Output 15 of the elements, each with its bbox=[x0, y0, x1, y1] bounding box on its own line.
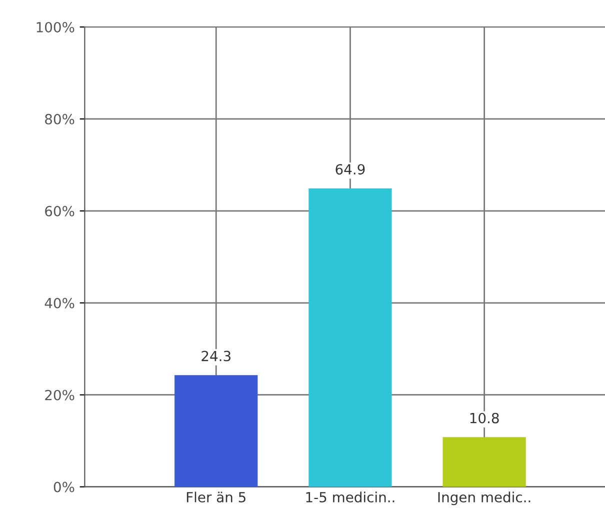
bar bbox=[308, 188, 392, 487]
bar bbox=[174, 375, 258, 487]
x-tick-label: Ingen medic.. bbox=[438, 492, 530, 506]
x-tick-label: 1-5 medicin.. bbox=[306, 492, 394, 502]
data-label: 10.8 bbox=[470, 412, 499, 424]
y-tick-label: 100% bbox=[36, 22, 74, 32]
y-tick-label: 20% bbox=[45, 390, 74, 400]
y-tick-label: 40% bbox=[44, 298, 74, 308]
data-label: 64.9 bbox=[336, 164, 365, 175]
y-tick-label: 60% bbox=[45, 206, 74, 216]
y-tick-label: 80% bbox=[45, 114, 74, 124]
x-tick-label: Fler än 5 bbox=[186, 492, 246, 502]
bar bbox=[442, 437, 526, 487]
y-tick-label: 0% bbox=[54, 482, 74, 492]
data-label: 24.3 bbox=[202, 350, 230, 362]
